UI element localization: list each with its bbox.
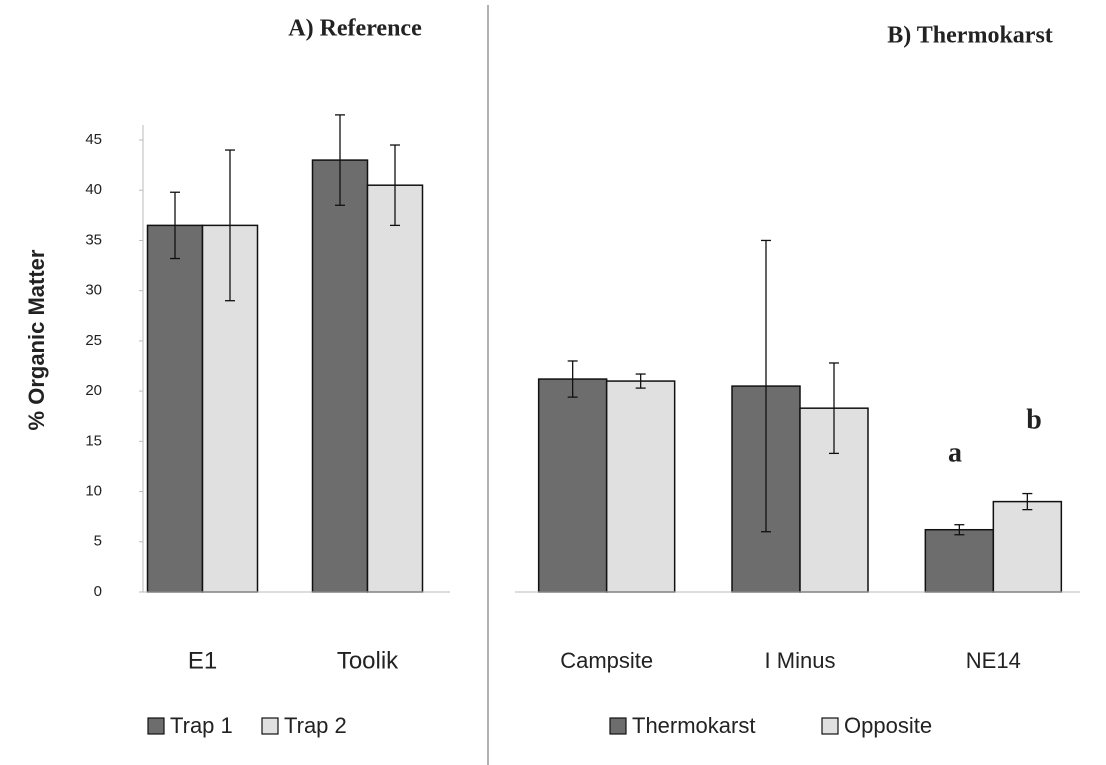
- error-bar: [170, 191, 180, 260]
- error-bar: [829, 362, 839, 455]
- error-bar: [1022, 492, 1033, 511]
- bar: [924, 528, 995, 593]
- legend-swatch: [147, 717, 165, 735]
- annotation: a: [948, 437, 962, 468]
- chart-title: B) Thermokarst: [887, 23, 1053, 49]
- bar: [366, 184, 424, 593]
- error-bar: [390, 144, 400, 227]
- bar: [992, 500, 1063, 593]
- x-tick-label: Campsite: [560, 648, 653, 673]
- y-tick-label: 25: [85, 332, 102, 349]
- bar: [311, 159, 369, 593]
- y-axis-label: % Organic Matter: [24, 249, 49, 430]
- legend-label: Opposite: [844, 713, 932, 738]
- error-bar: [761, 239, 771, 533]
- annotation: b: [1026, 404, 1042, 435]
- x-tick-label: NE14: [966, 648, 1021, 673]
- x-tick-label: I Minus: [765, 648, 836, 673]
- chart-title: A) Reference: [288, 16, 422, 42]
- y-tick-label: 15: [85, 432, 102, 449]
- y-tick-label: 40: [85, 181, 102, 198]
- error-bar: [567, 360, 578, 398]
- error-bar: [635, 373, 646, 389]
- y-tick-label: 35: [85, 231, 102, 248]
- y-tick-label: 0: [94, 583, 102, 600]
- legend-swatch: [261, 717, 279, 735]
- error-bar: [225, 149, 235, 302]
- y-tick-label: 5: [94, 533, 102, 550]
- legend-label: Trap 2: [284, 713, 347, 738]
- bar: [146, 224, 204, 593]
- bar: [605, 380, 676, 593]
- error-bar: [954, 524, 965, 536]
- legend-label: Trap 1: [170, 713, 233, 738]
- x-tick-label: Toolik: [337, 647, 399, 674]
- bar: [537, 378, 608, 593]
- legend-label: Thermokarst: [632, 713, 755, 738]
- legend-swatch: [821, 717, 839, 735]
- x-tick-label: E1: [188, 647, 217, 674]
- legend-swatch: [609, 717, 627, 735]
- y-tick-label: 45: [85, 131, 102, 148]
- error-bar: [335, 114, 345, 206]
- y-tick-label: 10: [85, 483, 102, 500]
- y-tick-label: 30: [85, 282, 102, 299]
- y-tick-label: 20: [85, 382, 102, 399]
